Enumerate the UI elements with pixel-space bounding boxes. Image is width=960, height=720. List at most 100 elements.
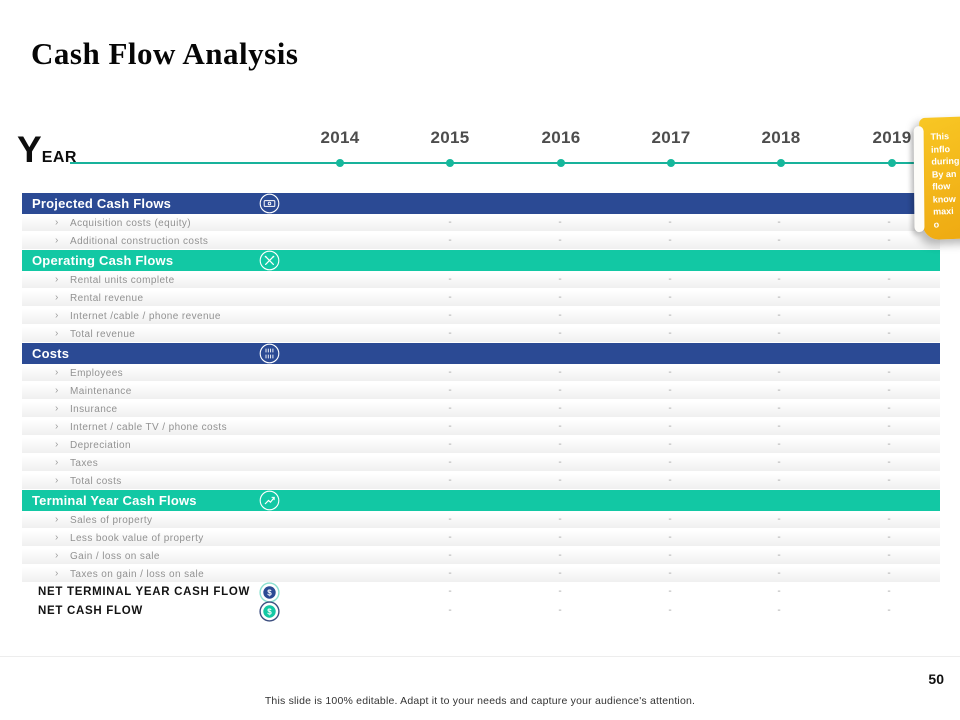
cell-value: - bbox=[558, 403, 562, 414]
section-header: Projected Cash Flows bbox=[22, 193, 940, 214]
table-row: › Gain / loss on sale - - - - - bbox=[22, 547, 940, 565]
year-label: 2019 bbox=[872, 128, 912, 147]
cell-value: - bbox=[448, 310, 452, 321]
section-title: Projected Cash Flows bbox=[32, 196, 172, 211]
row-label: Employees bbox=[70, 368, 124, 379]
cell-value: - bbox=[448, 568, 452, 579]
cell-value: - bbox=[668, 605, 672, 616]
row-bullet: › bbox=[55, 475, 59, 486]
cell-value: - bbox=[777, 235, 781, 246]
row-bullet: › bbox=[55, 217, 59, 228]
cell-value: - bbox=[448, 586, 452, 597]
cell-value: - bbox=[558, 439, 562, 450]
year-dot bbox=[557, 159, 565, 167]
year-dot bbox=[777, 159, 785, 167]
year-label: 2014 bbox=[320, 128, 360, 147]
table-row: › Internet / cable TV / phone costs - - - - - bbox=[22, 418, 940, 436]
cell-value: - bbox=[668, 568, 672, 579]
cell-value: - bbox=[887, 367, 891, 378]
table-row: › Rental revenue - - - - - bbox=[22, 289, 940, 307]
cell-value: - bbox=[448, 439, 452, 450]
row-label: Internet / cable TV / phone costs bbox=[70, 422, 227, 433]
cell-value: - bbox=[668, 514, 672, 525]
cell-value: - bbox=[887, 217, 891, 228]
year-dot bbox=[336, 159, 344, 167]
svg-text:$: $ bbox=[267, 607, 272, 616]
row-label: Less book value of property bbox=[70, 533, 204, 544]
table-row: › Less book value of property - - - - - bbox=[22, 529, 940, 547]
cell-value: - bbox=[777, 367, 781, 378]
cell-value: - bbox=[777, 514, 781, 525]
cell-value: - bbox=[668, 274, 672, 285]
cell-value: - bbox=[558, 328, 562, 339]
year-label: 2017 bbox=[651, 128, 691, 147]
cell-value: - bbox=[777, 328, 781, 339]
row-bullet: › bbox=[55, 568, 59, 579]
cell-value: - bbox=[558, 532, 562, 543]
cell-value: - bbox=[558, 367, 562, 378]
year-label: 2018 bbox=[761, 128, 801, 147]
cell-value: - bbox=[668, 292, 672, 303]
table-row: › Employees - - - - - bbox=[22, 364, 940, 382]
summary-label: NET CASH FLOW bbox=[38, 605, 143, 617]
row-bullet: › bbox=[55, 274, 59, 285]
cell-value: - bbox=[668, 586, 672, 597]
cell-value: - bbox=[558, 292, 562, 303]
row-bullet: › bbox=[55, 439, 59, 450]
cell-value: - bbox=[887, 403, 891, 414]
cell-value: - bbox=[887, 235, 891, 246]
cell-value: - bbox=[448, 532, 452, 543]
cell-value: - bbox=[777, 217, 781, 228]
row-label: Internet /cable / phone revenue bbox=[70, 311, 221, 322]
cell-value: - bbox=[668, 367, 672, 378]
year-dot bbox=[667, 159, 675, 167]
cell-value: - bbox=[668, 385, 672, 396]
cell-value: - bbox=[777, 292, 781, 303]
cell-value: - bbox=[887, 328, 891, 339]
cell-value: - bbox=[668, 235, 672, 246]
cell-value: - bbox=[777, 586, 781, 597]
summary-label: NET TERMINAL YEAR CASH FLOW bbox=[38, 586, 251, 598]
tally-bars-icon bbox=[259, 343, 280, 364]
cell-value: - bbox=[558, 514, 562, 525]
cell-value: - bbox=[887, 385, 891, 396]
section-header: Terminal Year Cash Flows bbox=[22, 490, 940, 511]
year-label-initial: Y bbox=[17, 129, 42, 170]
cell-value: - bbox=[887, 550, 891, 561]
cell-value: - bbox=[887, 514, 891, 525]
cell-value: - bbox=[448, 235, 452, 246]
footer-note: This slide is 100% editable. Adapt it to… bbox=[264, 695, 696, 707]
cell-value: - bbox=[448, 421, 452, 432]
cell-value: - bbox=[777, 550, 781, 561]
row-bullet: › bbox=[55, 292, 59, 303]
table-row: › Additional construction costs - - - - - bbox=[22, 232, 940, 250]
cell-value: - bbox=[558, 457, 562, 468]
cell-value: - bbox=[777, 457, 781, 468]
row-bullet: › bbox=[55, 310, 59, 321]
cell-value: - bbox=[448, 457, 452, 468]
cell-value: - bbox=[558, 605, 562, 616]
table-row: › Total revenue - - - - - bbox=[22, 325, 940, 343]
year-label: 2015 bbox=[430, 128, 470, 147]
cell-value: - bbox=[777, 568, 781, 579]
cell-value: - bbox=[668, 217, 672, 228]
cell-value: - bbox=[448, 403, 452, 414]
cell-value: - bbox=[887, 439, 891, 450]
cell-value: - bbox=[558, 310, 562, 321]
cell-value: - bbox=[887, 568, 891, 579]
cell-value: - bbox=[887, 586, 891, 597]
cell-value: - bbox=[668, 310, 672, 321]
cell-value: - bbox=[558, 235, 562, 246]
table-row: › Total costs - - - - - bbox=[22, 472, 940, 490]
cell-value: - bbox=[558, 568, 562, 579]
cell-value: - bbox=[448, 385, 452, 396]
cell-value: - bbox=[448, 328, 452, 339]
crossed-tools-icon bbox=[259, 250, 280, 271]
cell-value: - bbox=[668, 439, 672, 450]
footer-divider bbox=[0, 656, 960, 657]
cell-value: - bbox=[448, 514, 452, 525]
year-label-rest: EAR bbox=[41, 149, 77, 166]
row-label: Maintenance bbox=[70, 386, 132, 397]
dollar-globe-icon: $ bbox=[259, 582, 280, 603]
